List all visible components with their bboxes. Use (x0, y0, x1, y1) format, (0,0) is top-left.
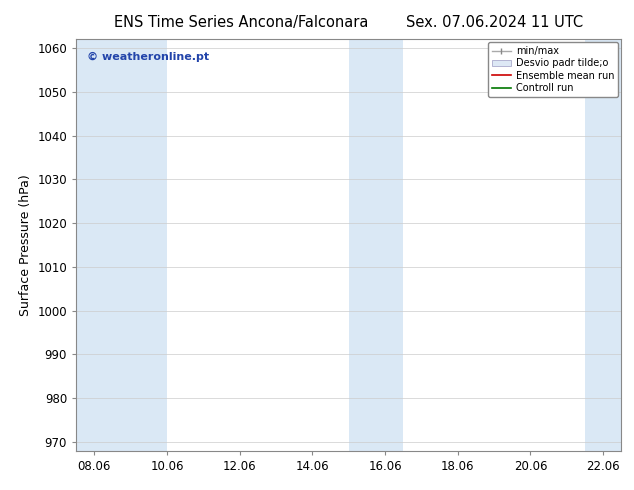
Text: © weatheronline.pt: © weatheronline.pt (87, 51, 209, 62)
Legend: min/max, Desvio padr tilde;o, Ensemble mean run, Controll run: min/max, Desvio padr tilde;o, Ensemble m… (488, 42, 618, 97)
Bar (76, 39, 167, 451)
Y-axis label: Surface Pressure (hPa): Surface Pressure (hPa) (19, 174, 32, 316)
Text: ENS Time Series Ancona/Falconara: ENS Time Series Ancona/Falconara (113, 15, 368, 30)
Bar (585, 39, 621, 451)
Bar (349, 39, 403, 451)
Text: Sex. 07.06.2024 11 UTC: Sex. 07.06.2024 11 UTC (406, 15, 583, 30)
